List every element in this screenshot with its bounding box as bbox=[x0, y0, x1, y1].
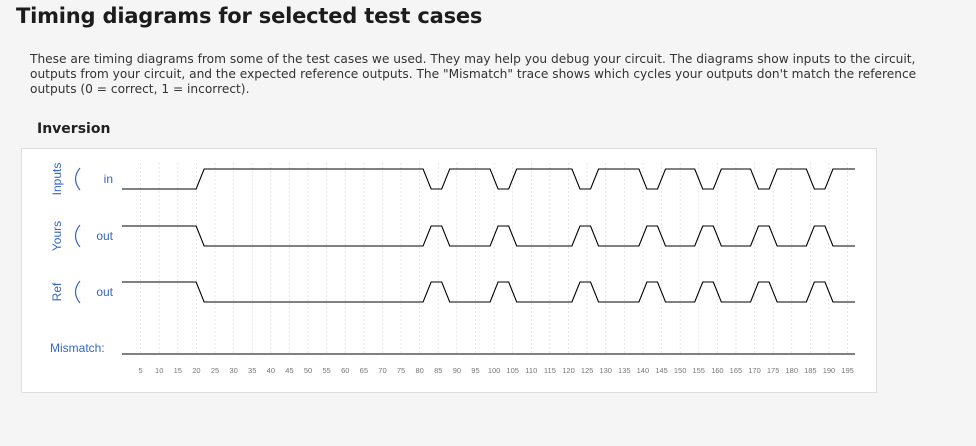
page-description: These are timing diagrams from some of t… bbox=[30, 52, 917, 96]
time-tick-label: 30 bbox=[229, 366, 237, 375]
time-tick-label: 5 bbox=[139, 366, 143, 375]
signal-label: out bbox=[96, 229, 113, 243]
time-tick-label: 20 bbox=[192, 366, 200, 375]
group-bracket bbox=[74, 280, 81, 304]
group-label: Ref bbox=[50, 282, 64, 301]
time-tick-label: 180 bbox=[785, 366, 798, 375]
time-tick-label: 75 bbox=[397, 366, 405, 375]
signal-label: out bbox=[96, 285, 113, 299]
time-tick-label: 80 bbox=[415, 366, 423, 375]
time-tick-label: 135 bbox=[618, 366, 631, 375]
time-tick-label: 100 bbox=[488, 366, 501, 375]
time-tick-label: 110 bbox=[525, 366, 537, 375]
time-tick-label: 155 bbox=[692, 366, 705, 375]
timing-diagram: Inputs in Yours out Ref out Mismatch: 5 10 15 20 25… bbox=[50, 163, 855, 375]
page-title: Timing diagrams for selected test cases bbox=[16, 4, 483, 28]
group-label: Inputs bbox=[50, 163, 64, 196]
time-tick-label: 190 bbox=[823, 366, 836, 375]
waveform-inputs-in bbox=[122, 168, 855, 190]
mismatch-label: Mismatch: bbox=[50, 341, 105, 355]
waveform-yours-out bbox=[122, 225, 855, 247]
time-tick-label: 170 bbox=[748, 366, 761, 375]
time-tick-label: 125 bbox=[581, 366, 594, 375]
time-tick-label: 50 bbox=[304, 366, 312, 375]
time-tick-label: 160 bbox=[711, 366, 724, 375]
time-tick-label: 185 bbox=[804, 366, 817, 375]
group-label: Yours bbox=[50, 221, 64, 251]
time-tick-label: 115 bbox=[544, 366, 556, 375]
waveform-ref-out bbox=[122, 281, 855, 303]
time-tick-label: 95 bbox=[471, 366, 479, 375]
diagram-title: Inversion bbox=[37, 121, 111, 137]
time-tick-label: 55 bbox=[322, 366, 330, 375]
time-tick-label: 65 bbox=[360, 366, 368, 375]
signal-label: in bbox=[104, 172, 113, 186]
time-tick-label: 195 bbox=[841, 366, 854, 375]
timing-diagram-panel: Inputs in Yours out Ref out Mismatch: 5 10 15 20 25… bbox=[21, 148, 877, 393]
time-tick-label: 130 bbox=[599, 366, 612, 375]
time-tick-label: 105 bbox=[506, 366, 519, 375]
time-tick-label: 35 bbox=[248, 366, 256, 375]
time-tick-label: 175 bbox=[767, 366, 780, 375]
time-tick-label: 25 bbox=[211, 366, 219, 375]
time-tick-label: 60 bbox=[341, 366, 349, 375]
group-bracket bbox=[74, 224, 81, 248]
time-tick-label: 10 bbox=[155, 366, 163, 375]
time-tick-label: 85 bbox=[434, 366, 442, 375]
time-tick-label: 45 bbox=[285, 366, 293, 375]
time-tick-label: 90 bbox=[453, 366, 461, 375]
time-tick-label: 70 bbox=[378, 366, 386, 375]
time-tick-label: 150 bbox=[674, 366, 687, 375]
time-tick-label: 120 bbox=[562, 366, 575, 375]
time-tick-label: 140 bbox=[637, 366, 650, 375]
time-tick-label: 40 bbox=[267, 366, 275, 375]
group-bracket bbox=[74, 167, 81, 191]
time-tick-label: 145 bbox=[655, 366, 668, 375]
time-tick-label: 165 bbox=[730, 366, 743, 375]
time-tick-label: 15 bbox=[174, 366, 182, 375]
